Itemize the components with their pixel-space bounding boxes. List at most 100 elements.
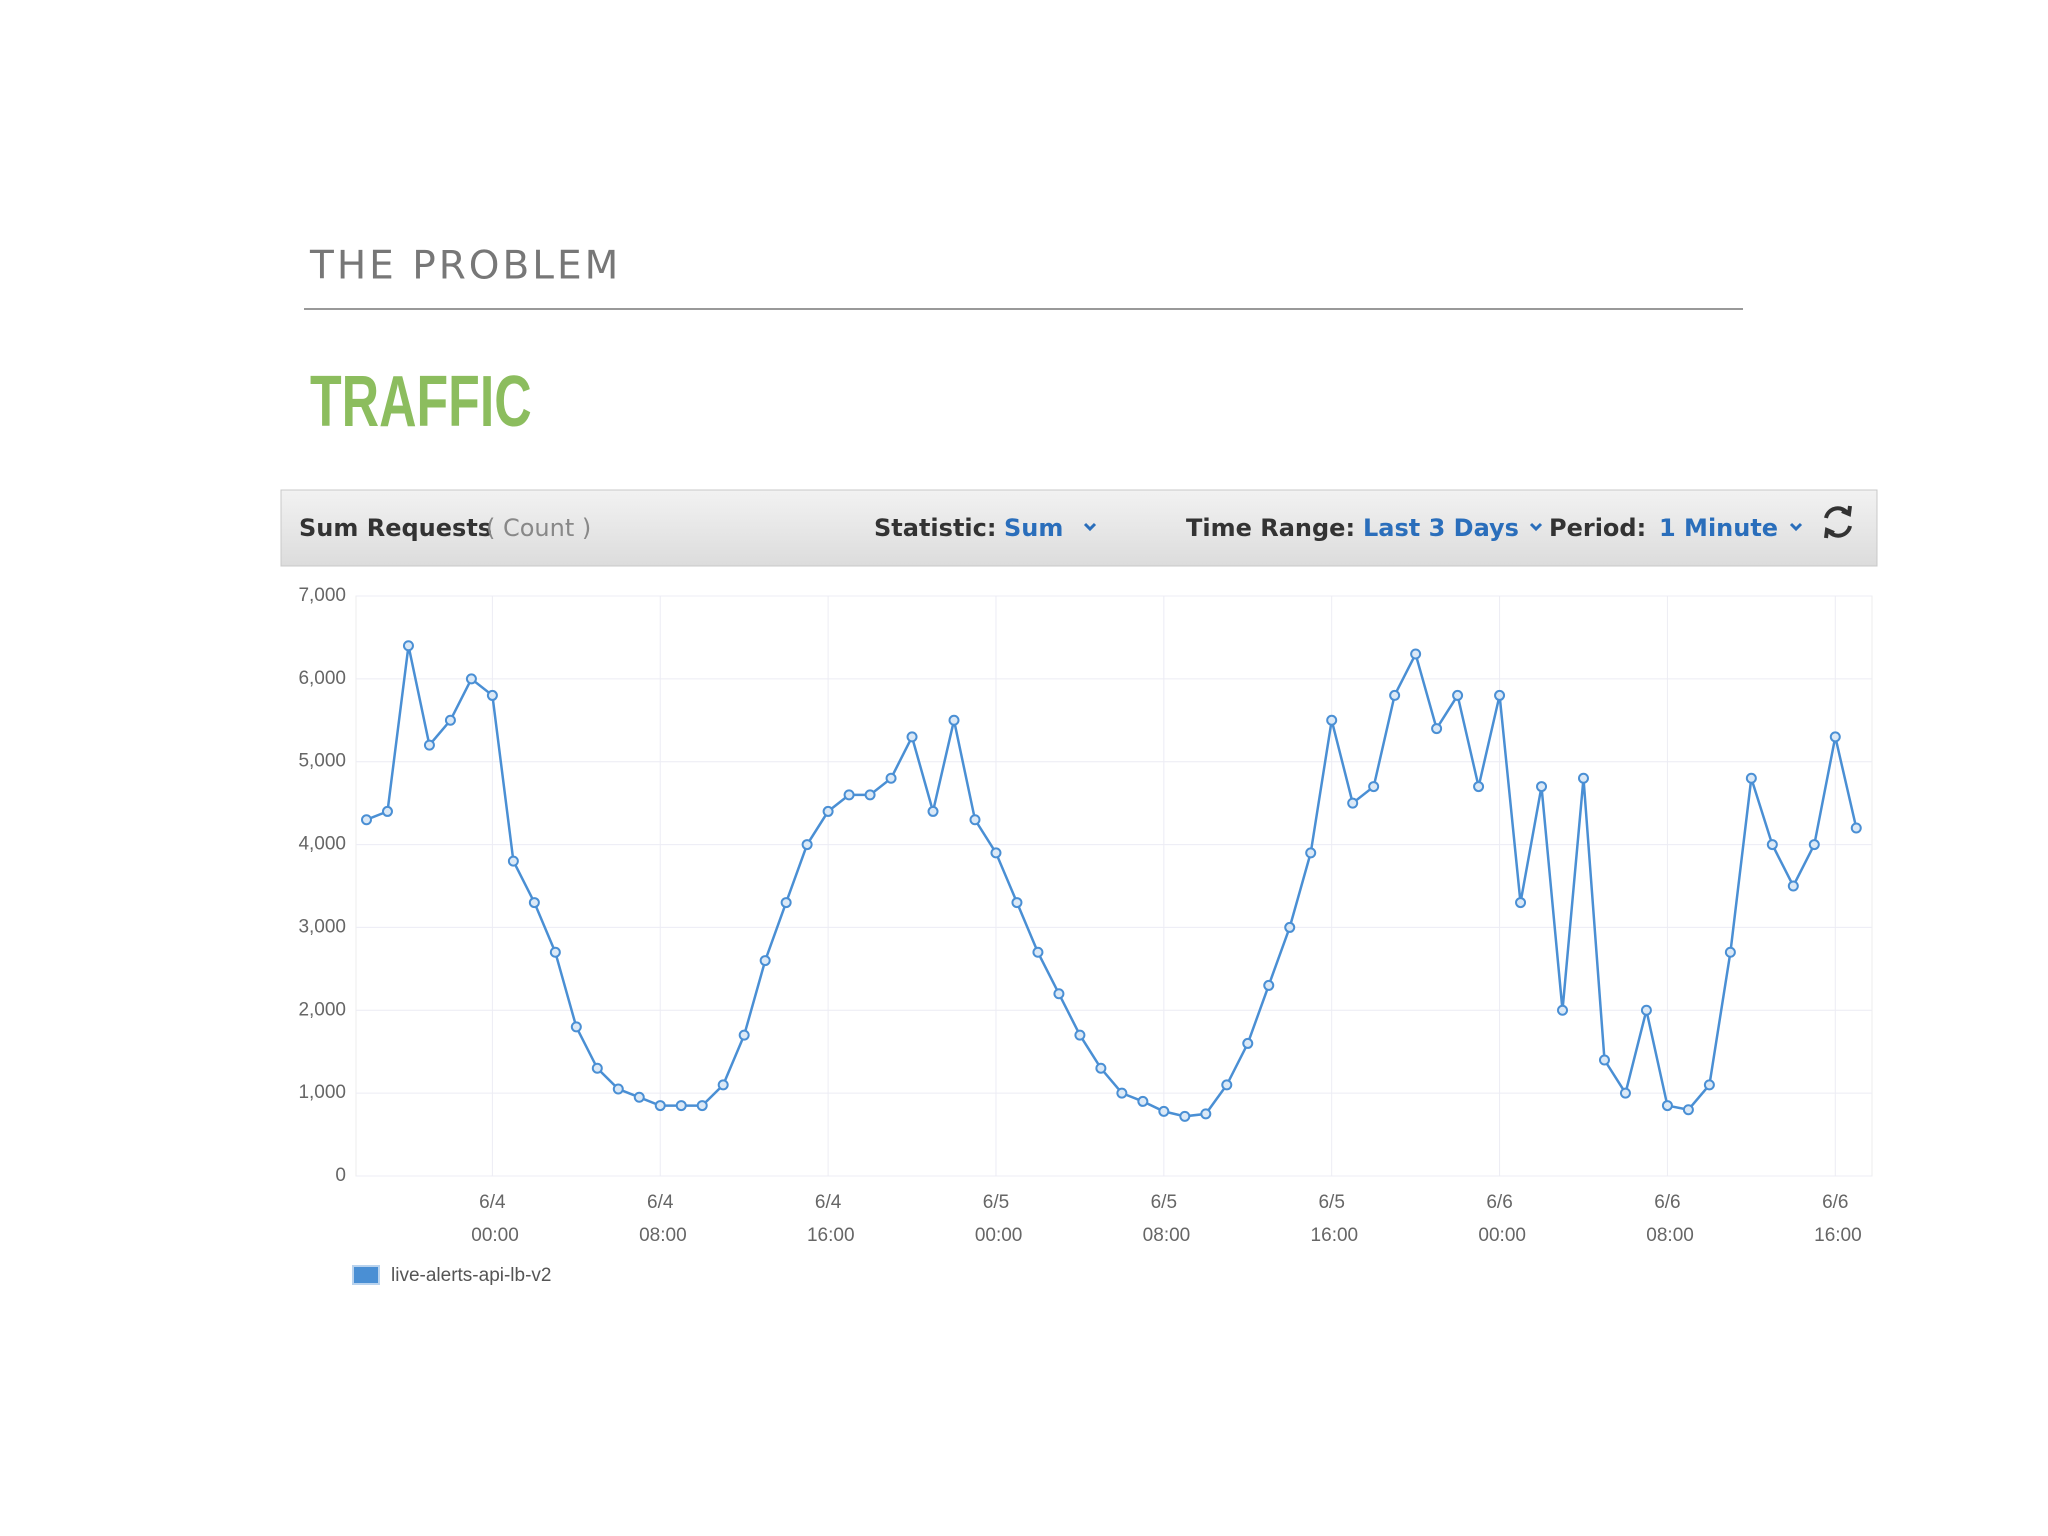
data-point bbox=[444, 714, 456, 726]
data-point bbox=[1158, 1105, 1170, 1117]
legend-swatch bbox=[352, 1265, 380, 1285]
x-tick-label: 6/6 16:00 bbox=[1809, 1192, 1862, 1246]
data-point bbox=[633, 1091, 645, 1103]
data-point bbox=[1640, 1004, 1652, 1016]
x-tick-label: 6/4 08:00 bbox=[634, 1192, 687, 1246]
data-point bbox=[675, 1100, 687, 1112]
data-point bbox=[1703, 1079, 1715, 1091]
refresh-icon[interactable] bbox=[1824, 505, 1852, 539]
metric: Sum Requests bbox=[299, 514, 492, 542]
chevron[interactable] bbox=[1529, 522, 1543, 532]
y-tick-label: 6,000 bbox=[298, 668, 346, 689]
data-point bbox=[1787, 880, 1799, 892]
data-point bbox=[717, 1079, 729, 1091]
data-point bbox=[1745, 772, 1757, 784]
plot-frame bbox=[355, 595, 1873, 1177]
data-point bbox=[612, 1083, 624, 1095]
data-point bbox=[1515, 897, 1527, 909]
statistic-label: Statistic: bbox=[874, 514, 996, 542]
data-point bbox=[591, 1062, 603, 1074]
y-tick-label: 3,000 bbox=[298, 916, 346, 937]
data-point bbox=[1682, 1104, 1694, 1116]
range[interactable]: Last 3 Days bbox=[1363, 514, 1519, 542]
x-tick-label: 6/4 00:00 bbox=[466, 1192, 519, 1246]
period[interactable]: 1 Minute bbox=[1659, 514, 1778, 542]
data-point bbox=[1221, 1079, 1233, 1091]
data-point bbox=[780, 897, 792, 909]
data-point bbox=[969, 814, 981, 826]
data-point bbox=[885, 772, 897, 784]
y-tick-label: 2,000 bbox=[298, 999, 346, 1020]
series-line bbox=[366, 645, 1858, 1118]
chevron[interactable] bbox=[1083, 522, 1097, 532]
x-tick-label: 6/5 00:00 bbox=[970, 1192, 1023, 1246]
data-point bbox=[948, 714, 960, 726]
data-point bbox=[759, 955, 771, 967]
data-point bbox=[801, 839, 813, 851]
data-point bbox=[738, 1029, 750, 1041]
data-point bbox=[1829, 731, 1841, 743]
data-point bbox=[1431, 723, 1443, 735]
data-point bbox=[1410, 648, 1422, 660]
x-tick-label: 6/6 08:00 bbox=[1641, 1192, 1694, 1246]
data-point bbox=[1557, 1004, 1569, 1016]
x-tick-label: 6/5 16:00 bbox=[1305, 1192, 1358, 1246]
data-point bbox=[1494, 689, 1506, 701]
y-tick-label: 7,000 bbox=[298, 585, 346, 606]
data-point bbox=[1724, 946, 1736, 958]
unit: ( Count ) bbox=[486, 514, 591, 542]
data-point bbox=[1536, 781, 1548, 793]
data-point bbox=[822, 805, 834, 817]
data-point bbox=[360, 814, 372, 826]
data-point bbox=[1766, 839, 1778, 851]
data-point bbox=[1347, 797, 1359, 809]
data-point bbox=[1116, 1087, 1128, 1099]
data-point bbox=[423, 739, 435, 751]
data-point bbox=[1137, 1095, 1149, 1107]
data-point bbox=[465, 673, 477, 685]
y-tick-label: 4,000 bbox=[298, 834, 346, 855]
x-tick-label: 6/5 08:00 bbox=[1137, 1192, 1190, 1246]
data-point bbox=[1368, 781, 1380, 793]
data-point bbox=[1808, 839, 1820, 851]
data-point bbox=[549, 946, 561, 958]
data-point bbox=[1200, 1108, 1212, 1120]
data-point bbox=[507, 855, 519, 867]
data-point bbox=[1095, 1062, 1107, 1074]
data-point bbox=[1305, 847, 1317, 859]
y-tick-label: 5,000 bbox=[298, 751, 346, 772]
data-point bbox=[1850, 822, 1862, 834]
toolbar bbox=[280, 489, 1878, 567]
data-point bbox=[402, 640, 414, 652]
data-point bbox=[1053, 988, 1065, 1000]
data-point bbox=[1179, 1110, 1191, 1122]
data-point bbox=[1598, 1054, 1610, 1066]
data-point bbox=[654, 1100, 666, 1112]
data-point bbox=[906, 731, 918, 743]
period-label: Period: bbox=[1549, 514, 1646, 542]
chevron[interactable] bbox=[1789, 522, 1803, 532]
data-point bbox=[486, 689, 498, 701]
data-point bbox=[1577, 772, 1589, 784]
data-point bbox=[990, 847, 1002, 859]
x-tick-label: 6/6 00:00 bbox=[1473, 1192, 1526, 1246]
data-point bbox=[1473, 781, 1485, 793]
data-point bbox=[696, 1100, 708, 1112]
y-tick-label: 0 bbox=[335, 1165, 346, 1186]
data-point bbox=[1326, 714, 1338, 726]
data-point bbox=[927, 805, 939, 817]
data-point bbox=[1011, 897, 1023, 909]
range-label: Time Range: bbox=[1186, 514, 1355, 542]
data-point bbox=[864, 789, 876, 801]
heading: TRAFFIC bbox=[310, 362, 532, 442]
legend-label: live-alerts-api-lb-v2 bbox=[391, 1265, 552, 1286]
data-point bbox=[528, 897, 540, 909]
data-point bbox=[1452, 689, 1464, 701]
section-title: THE PROBLEM bbox=[309, 244, 621, 289]
data-point bbox=[1242, 1037, 1254, 1049]
statistic[interactable]: Sum bbox=[1004, 514, 1063, 542]
x-tick-label: 6/4 16:00 bbox=[802, 1192, 855, 1246]
data-point bbox=[1032, 946, 1044, 958]
